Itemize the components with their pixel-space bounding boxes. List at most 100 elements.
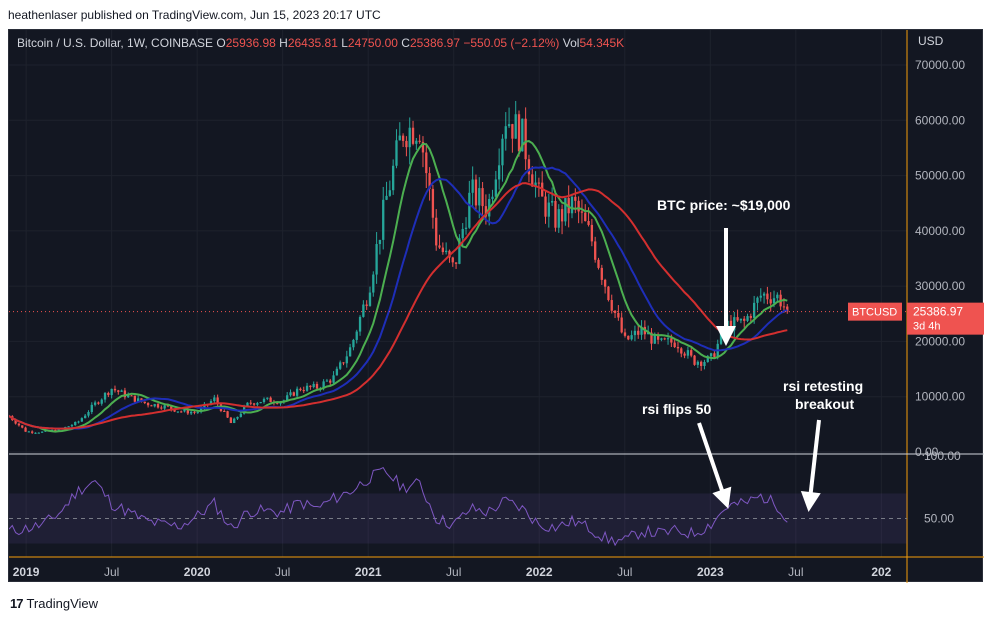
candle-body [196, 412, 199, 414]
low-label: L [341, 36, 348, 50]
candle-body [398, 135, 401, 141]
candle-body [143, 401, 146, 404]
low-value: 24750.00 [348, 36, 401, 50]
candle-body [133, 395, 137, 402]
chart-canvas[interactable]: 70000.00 60000.00 50000.00 40000.00 30000.00… [9, 30, 984, 583]
candle-body [630, 335, 633, 340]
candle-body [620, 317, 623, 333]
candle-body [444, 250, 448, 253]
candle-body [249, 402, 252, 404]
candle-body [524, 118, 527, 160]
candle-body [478, 188, 481, 206]
candle-body [451, 257, 454, 263]
candle-body [40, 431, 44, 433]
annotation-rsi-flips: rsi flips 50 [642, 401, 711, 417]
candle-body [484, 206, 488, 217]
candle-body [236, 416, 239, 419]
price-tag [907, 302, 984, 335]
candle-body [17, 423, 21, 426]
candle-body [137, 398, 140, 402]
annotation-rsi-retest-line1: rsi retesting [783, 378, 863, 394]
candle-body [74, 421, 77, 426]
candle-body [700, 361, 703, 366]
candle-body [392, 165, 395, 191]
candle-body [703, 361, 706, 366]
candle-body [411, 127, 415, 144]
candle-body [683, 353, 686, 356]
candle-body [332, 375, 335, 383]
candle-body [557, 209, 560, 228]
candle-body [325, 380, 329, 382]
candle-body [494, 179, 497, 197]
candle-body [365, 304, 368, 306]
candle-body [130, 395, 133, 397]
candle-body [461, 228, 464, 239]
time-tick-label: 2019 [13, 565, 40, 579]
candle-body [431, 188, 435, 218]
candle-body [690, 350, 693, 356]
candle-body [309, 385, 312, 388]
candle-body [527, 159, 531, 175]
time-tick-label: 2023 [697, 565, 724, 579]
symbol-name: Bitcoin / U.S. Dollar, 1W, COINBASE [17, 36, 216, 50]
annotation-arrow-price-head [716, 326, 736, 346]
candle-body [276, 402, 279, 404]
candle-body [362, 304, 365, 317]
candle-body [348, 347, 352, 357]
candle-body [252, 403, 256, 405]
candle-body [189, 411, 193, 414]
candle-body [603, 279, 607, 287]
candle-body [458, 238, 461, 264]
candle-body [660, 338, 663, 340]
candle-body [292, 392, 295, 396]
time-tick-label: Jul [446, 565, 461, 579]
candle-body [352, 339, 355, 348]
candle-body [680, 348, 683, 354]
candle-body [415, 140, 418, 144]
candle-body [749, 316, 752, 318]
candle-body [481, 188, 484, 207]
price-tick-label: 30000.00 [915, 279, 965, 293]
time-tick-label: 2022 [526, 565, 553, 579]
candle-body [574, 196, 577, 201]
footer-brand[interactable]: 17 TradingView [10, 596, 98, 611]
candle-body [233, 418, 236, 424]
candle-body [302, 390, 305, 392]
candle-body [44, 430, 47, 432]
candle-body [706, 356, 709, 362]
candle-body [90, 404, 93, 413]
time-tick-label: Jul [788, 565, 803, 579]
candle-body [286, 395, 289, 401]
candle-body [97, 402, 100, 404]
time-tick-label: Jul [275, 565, 290, 579]
candle-body [21, 425, 24, 428]
candle-body [262, 398, 266, 403]
annotation-arrow-rsi-retest-head [800, 490, 821, 512]
candle-body [418, 140, 421, 142]
candle-body [266, 397, 269, 399]
candle-body [594, 241, 597, 260]
candle-body [24, 427, 27, 432]
candle-body [34, 432, 37, 434]
candle-body [521, 118, 524, 152]
candle-body [501, 138, 504, 166]
annotation-btc-price: BTC price: ~$19,000 [657, 197, 791, 213]
candle-body [640, 326, 643, 335]
candle-body [408, 127, 411, 148]
candle-body [743, 318, 746, 321]
candle-body [729, 320, 733, 331]
candle-body [186, 409, 189, 414]
candle-body [550, 200, 554, 203]
candle-body [511, 124, 514, 139]
candle-body [580, 211, 584, 213]
candle-body [425, 152, 428, 174]
candle-body [564, 198, 567, 222]
rsi-tick-label: 50.00 [924, 512, 954, 526]
chart-frame[interactable]: 70000.00 60000.00 50000.00 40000.00 30000.00… [8, 29, 984, 583]
footer-brand-label: TradingView [26, 596, 99, 611]
candle-body [633, 330, 637, 336]
candle-body [57, 428, 60, 432]
candle-body [653, 334, 656, 344]
candle-body [600, 267, 603, 280]
tradingview-logo-icon: 17 [10, 596, 24, 611]
